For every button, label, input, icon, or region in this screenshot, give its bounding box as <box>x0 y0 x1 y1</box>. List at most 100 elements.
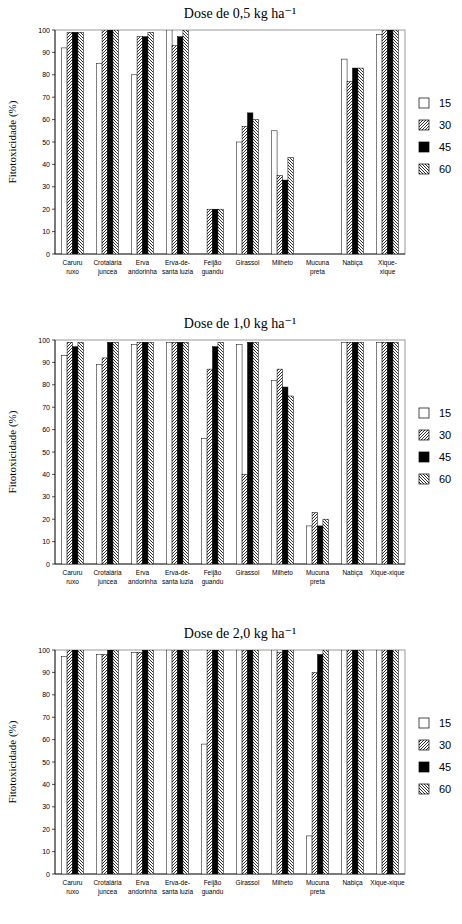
bar <box>78 32 83 254</box>
bar <box>253 342 258 564</box>
bar <box>108 30 113 254</box>
bar <box>248 113 253 254</box>
y-tick-label: 90 <box>42 49 50 56</box>
bar <box>358 650 363 874</box>
y-tick-label: 50 <box>42 139 50 146</box>
label-line: Crotalária <box>93 569 122 576</box>
label-line: juncea <box>97 268 118 276</box>
label-line: Mucuna <box>306 879 330 886</box>
bar <box>347 650 352 874</box>
bar <box>272 131 277 254</box>
label-line: Erva <box>136 569 150 576</box>
bar <box>358 68 363 254</box>
chart-panel: Dose de 1,0 kg ha⁻¹Fitotoxicidade (%)010… <box>6 316 451 586</box>
bar <box>143 342 148 564</box>
bar <box>307 254 312 255</box>
bar <box>318 654 323 874</box>
y-axis-line <box>55 340 56 564</box>
bar <box>132 75 137 254</box>
y-tick-label: 80 <box>42 691 50 698</box>
bar <box>183 342 188 564</box>
y-tick <box>52 119 55 120</box>
bar <box>312 254 317 255</box>
label-line: xique <box>380 268 396 276</box>
label-line: Erva <box>136 879 150 886</box>
bar <box>218 342 223 564</box>
bar <box>143 650 148 874</box>
bar <box>172 46 177 254</box>
label-line: ruxo <box>66 578 79 585</box>
bar <box>67 650 72 874</box>
bar <box>132 652 137 874</box>
bar <box>283 650 288 874</box>
bar <box>73 650 78 874</box>
y-tick <box>52 254 55 255</box>
x-tick-label: Feijãoguandu <box>202 259 224 276</box>
x-tick-label: Xique-xique <box>370 569 405 577</box>
bar <box>108 342 113 564</box>
y-tick-label: 60 <box>42 116 50 123</box>
bar <box>237 344 242 564</box>
bar <box>248 342 253 564</box>
legend-label: 60 <box>439 163 451 175</box>
y-tick <box>52 694 55 695</box>
x-tick-label: Girassol <box>236 879 260 886</box>
bar <box>143 37 148 254</box>
y-tick-label: 10 <box>42 848 50 855</box>
bar <box>323 519 328 564</box>
label-line: preta <box>310 578 325 586</box>
x-tick-label: Crotaláriajuncea <box>93 259 122 276</box>
y-tick-label: 40 <box>42 161 50 168</box>
y-tick <box>52 851 55 852</box>
legend-label: 45 <box>439 451 451 463</box>
y-tick <box>52 164 55 165</box>
plot-frame <box>55 340 405 564</box>
bar <box>288 650 293 874</box>
label-line: Caruru <box>63 879 83 886</box>
y-tick-label: 100 <box>38 337 50 344</box>
label-line: Feijão <box>204 879 222 887</box>
bar <box>172 342 177 564</box>
y-tick <box>52 74 55 75</box>
label-line: andorinha <box>128 888 157 895</box>
bar <box>218 209 223 254</box>
label-line: andorinha <box>128 578 157 585</box>
x-tick-label: Xique-xique <box>378 259 397 276</box>
y-tick-label: 30 <box>42 803 50 810</box>
bar <box>202 254 207 255</box>
legend-swatch <box>419 762 429 772</box>
y-tick-label: 100 <box>38 27 50 34</box>
y-tick-label: 60 <box>42 736 50 743</box>
bar <box>253 120 258 254</box>
y-tick-label: 20 <box>42 206 50 213</box>
bar <box>242 474 247 564</box>
bar <box>207 369 212 564</box>
bar <box>237 650 242 874</box>
bar <box>167 342 172 564</box>
y-tick-label: 10 <box>42 538 50 545</box>
bar <box>393 342 398 564</box>
bar <box>248 650 253 874</box>
y-tick <box>52 564 55 565</box>
y-tick-label: 70 <box>42 404 50 411</box>
label-line: Xique-xique <box>370 569 405 577</box>
bar <box>137 652 142 874</box>
bar <box>377 34 382 254</box>
legend-label: 30 <box>439 739 451 751</box>
y-tick <box>52 384 55 385</box>
label-line: santa luzia <box>162 578 193 585</box>
bar <box>393 30 398 254</box>
plot-frame <box>55 650 405 874</box>
x-tick-label: Carururuxo <box>63 569 83 585</box>
x-tick-label: Nabiça <box>342 259 363 267</box>
x-tick-label: Ervaandorinha <box>128 259 157 275</box>
x-tick-label: Erva andorinha <box>128 879 157 895</box>
bar <box>108 650 113 874</box>
legend-label: 30 <box>439 119 451 131</box>
label-line: Erva-de- <box>165 569 190 576</box>
bar <box>113 650 118 874</box>
chart-title: Dose de 2,0 kg ha⁻¹ <box>184 626 296 641</box>
y-tick-label: 30 <box>42 183 50 190</box>
y-tick <box>52 209 55 210</box>
label-line: Girassol <box>236 259 260 266</box>
